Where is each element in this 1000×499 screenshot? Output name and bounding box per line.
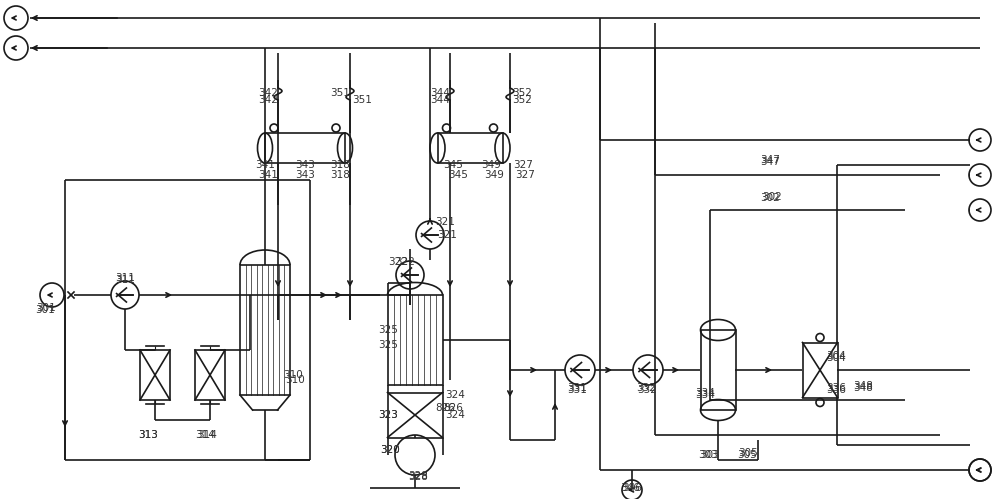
Text: 320: 320: [380, 445, 400, 455]
Text: 349: 349: [484, 170, 504, 180]
Text: 348: 348: [853, 383, 873, 393]
Text: 349: 349: [481, 160, 501, 170]
Text: 332: 332: [637, 385, 657, 395]
Text: 346: 346: [620, 483, 640, 493]
Text: 325: 325: [378, 325, 398, 335]
Text: 344: 344: [430, 95, 450, 105]
Text: 345: 345: [448, 170, 468, 180]
Text: 343: 343: [295, 160, 315, 170]
Text: 303: 303: [698, 450, 718, 460]
Text: 336: 336: [826, 385, 846, 395]
Text: 328: 328: [408, 471, 428, 481]
Text: 334: 334: [695, 388, 715, 398]
Text: 336: 336: [826, 383, 846, 393]
Text: 314: 314: [197, 430, 217, 440]
Text: 324: 324: [445, 410, 465, 420]
Text: 826: 826: [443, 403, 463, 413]
Text: 313: 313: [138, 430, 158, 440]
Text: 304: 304: [826, 353, 846, 363]
Text: 310: 310: [285, 375, 305, 385]
Text: 344: 344: [430, 88, 450, 98]
Text: 304: 304: [826, 351, 846, 361]
Text: 332: 332: [636, 383, 656, 393]
Bar: [265, 133, 345, 163]
Text: 320: 320: [380, 445, 400, 455]
Text: 327: 327: [515, 170, 535, 180]
Text: 318: 318: [330, 170, 350, 180]
Text: 322: 322: [388, 257, 408, 267]
Text: 318: 318: [330, 160, 350, 170]
Text: 324: 324: [445, 390, 465, 400]
Text: 313: 313: [138, 430, 158, 440]
Text: 302: 302: [760, 193, 780, 203]
Text: 342: 342: [258, 95, 278, 105]
Text: 351: 351: [330, 88, 350, 98]
Text: 346: 346: [622, 483, 642, 493]
Bar: [195, 350, 225, 400]
Text: 302: 302: [762, 192, 782, 202]
Text: 322: 322: [395, 257, 415, 267]
Text: 323: 323: [378, 410, 398, 420]
Text: 327: 327: [513, 160, 533, 170]
Text: 351: 351: [352, 95, 372, 105]
Bar: [240, 265, 290, 395]
Text: 345: 345: [443, 160, 463, 170]
Text: 352: 352: [512, 88, 532, 98]
Text: 305: 305: [738, 448, 758, 458]
Text: 352: 352: [512, 95, 532, 105]
Text: 328: 328: [408, 472, 428, 482]
Text: 341: 341: [255, 160, 275, 170]
Bar: [388, 295, 442, 385]
Text: 311: 311: [115, 275, 135, 285]
Text: 305: 305: [737, 450, 757, 460]
Text: 826: 826: [435, 403, 455, 413]
Text: 311: 311: [115, 273, 135, 283]
Text: 303: 303: [700, 450, 720, 460]
Text: 301: 301: [35, 305, 55, 315]
Text: 343: 343: [295, 170, 315, 180]
Text: 323: 323: [378, 410, 398, 420]
Text: 331: 331: [567, 383, 587, 393]
Text: 341: 341: [258, 170, 278, 180]
Text: 321: 321: [437, 230, 457, 240]
Text: 348: 348: [853, 381, 873, 391]
Bar: [388, 393, 442, 438]
Text: 342: 342: [258, 88, 278, 98]
Text: 301: 301: [36, 303, 56, 313]
Text: 310: 310: [283, 370, 303, 380]
Text: 347: 347: [760, 155, 780, 165]
Text: 347: 347: [760, 157, 780, 167]
Bar: [700, 330, 736, 410]
Bar: [438, 133, 503, 163]
Bar: [140, 350, 170, 400]
Bar: [802, 342, 838, 398]
Text: 334: 334: [695, 390, 715, 400]
Text: 314: 314: [195, 430, 215, 440]
Text: 325: 325: [378, 340, 398, 350]
Text: 321: 321: [435, 217, 455, 227]
Text: 331: 331: [567, 385, 587, 395]
